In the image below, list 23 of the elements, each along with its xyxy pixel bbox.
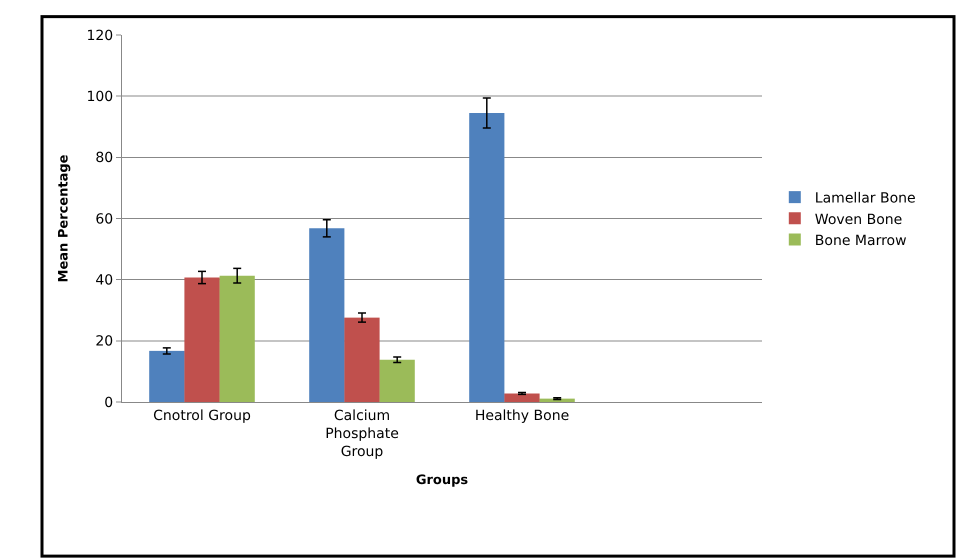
bar bbox=[149, 350, 184, 402]
y-tick-label: 120 bbox=[86, 28, 114, 44]
x-tick-label: Cnotrol Group bbox=[153, 408, 251, 424]
y-tick-label: 20 bbox=[95, 334, 114, 350]
y-tick-label: 60 bbox=[95, 211, 114, 228]
bar bbox=[184, 278, 220, 402]
y-tick-label: 100 bbox=[86, 89, 114, 106]
legend-label: Woven Bone bbox=[814, 212, 902, 228]
bar bbox=[220, 276, 255, 402]
legend-label: Lamellar Bone bbox=[814, 190, 916, 207]
bar bbox=[504, 393, 540, 402]
y-tick-label: 40 bbox=[95, 272, 114, 289]
bar bbox=[344, 318, 380, 402]
x-axis-title: Groups bbox=[416, 472, 468, 488]
y-tick-label: 80 bbox=[95, 150, 114, 166]
bar bbox=[380, 360, 415, 402]
legend-label: Bone Marrow bbox=[814, 232, 907, 249]
bar bbox=[309, 228, 344, 402]
y-axis-title: Mean Percentage bbox=[56, 154, 72, 282]
x-tick-label: Healthy Bone bbox=[474, 408, 570, 424]
x-tick-label: Calcium Phosphate Group bbox=[325, 408, 399, 460]
y-tick-label: 0 bbox=[104, 394, 114, 411]
bar bbox=[469, 112, 504, 402]
